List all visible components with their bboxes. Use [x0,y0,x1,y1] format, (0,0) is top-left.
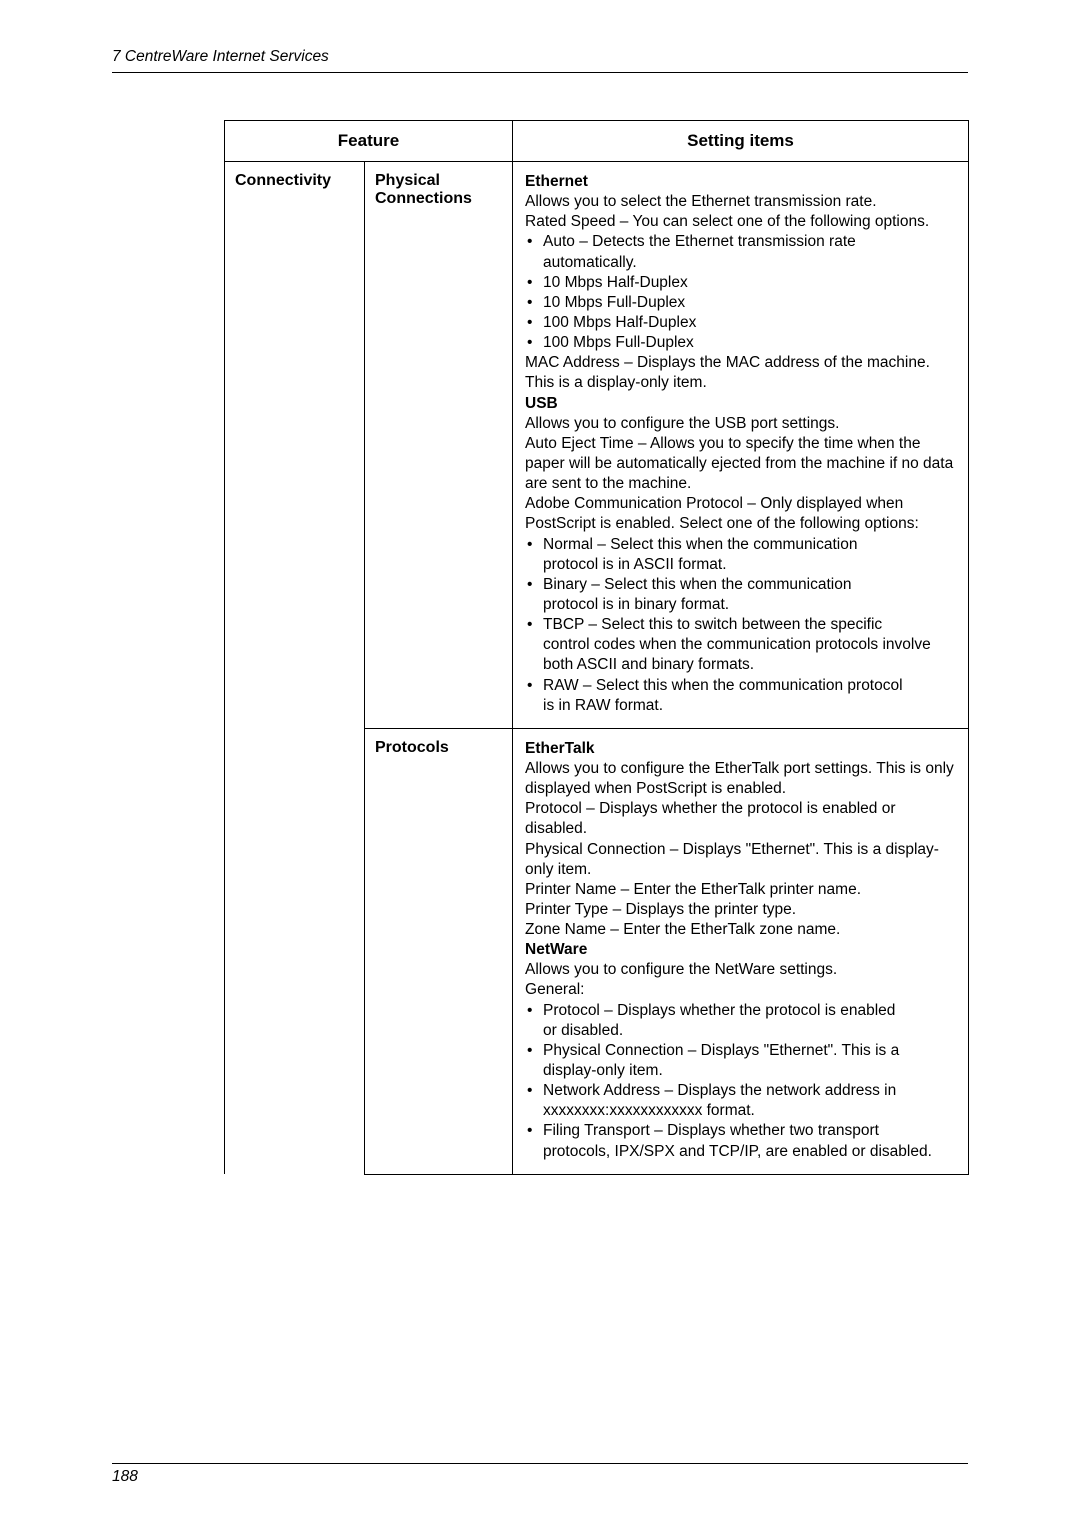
usb-options-list: Normal – Select this when the communicat… [525,535,956,716]
list-item: 100 Mbps Full-Duplex [525,333,956,353]
text: Zone Name – Enter the EtherTalk zone nam… [525,920,956,940]
list-item: Normal – Select this when the communicat… [525,535,956,575]
text: protocol is in ASCII format. [543,555,956,575]
page-footer: 188 [112,1463,968,1486]
list-item: Auto – Detects the Ethernet transmission… [525,232,956,272]
usb-heading: USB [525,394,956,414]
text: Physical Connection – Displays "Ethernet… [543,1042,899,1059]
cell-connectivity: Connectivity [225,162,365,1175]
list-item: TBCP – Select this to switch between the… [525,615,956,675]
text: General: [525,980,956,1000]
text: protocol is in binary format. [543,595,956,615]
text: control codes when the communication pro… [543,635,956,675]
text: Allows you to configure the NetWare sett… [525,960,956,980]
table-row: Connectivity Physical Connections Ethern… [225,162,969,729]
text: MAC Address – Displays the MAC address o… [525,353,956,393]
text: Adobe Communication Protocol – Only disp… [525,494,956,534]
th-feature: Feature [225,121,513,162]
list-item: Physical Connection – Displays "Ethernet… [525,1041,956,1081]
list-item: Binary – Select this when the communicat… [525,575,956,615]
ethertalk-heading: EtherTalk [525,739,956,759]
footer-rule [112,1463,968,1464]
list-item: Protocol – Displays whether the protocol… [525,1001,956,1041]
text: protocols, IPX/SPX and TCP/IP, are enabl… [543,1142,956,1162]
list-item: 10 Mbps Full-Duplex [525,293,956,313]
cell-protocols-settings: EtherTalk Allows you to configure the Et… [513,728,969,1174]
list-item: RAW – Select this when the communication… [525,676,956,716]
table-header-row: Feature Setting items [225,121,969,162]
text: Allows you to configure the EtherTalk po… [525,759,956,799]
cell-physical-settings: Ethernet Allows you to select the Ethern… [513,162,969,729]
text: is in RAW format. [543,696,956,716]
cell-physical-connections: Physical Connections [365,162,513,729]
settings-table-wrap: Feature Setting items Connectivity Physi… [224,120,968,1175]
text: or disabled. [543,1021,956,1041]
text: Allows you to configure the USB port set… [525,414,956,434]
list-item: Filing Transport – Displays whether two … [525,1121,956,1161]
ethernet-options-list: Auto – Detects the Ethernet transmission… [525,232,956,353]
text: Auto Eject Time – Allows you to specify … [525,434,956,494]
label-physical: Physical Connections [375,172,472,207]
text: Auto – Detects the Ethernet transmission… [543,233,856,250]
list-item: 10 Mbps Half-Duplex [525,273,956,293]
list-item: Network Address – Displays the network a… [525,1081,956,1121]
text: Filing Transport – Displays whether two … [543,1122,879,1139]
text: TBCP – Select this to switch between the… [543,616,882,633]
text: xxxxxxxx:xxxxxxxxxxxx format. [543,1101,956,1121]
text: Network Address – Displays the network a… [543,1082,896,1099]
netware-heading: NetWare [525,940,956,960]
text: Printer Name – Enter the EtherTalk print… [525,880,956,900]
text: Protocol – Displays whether the protocol… [543,1002,895,1019]
page-header: 7 CentreWare Internet Services [112,48,968,73]
text: Protocol – Displays whether the protocol… [525,799,956,839]
text: Printer Type – Displays the printer type… [525,900,956,920]
text: Allows you to select the Ethernet transm… [525,192,956,212]
netware-options-list: Protocol – Displays whether the protocol… [525,1001,956,1162]
settings-table: Feature Setting items Connectivity Physi… [224,120,969,1175]
text: Normal – Select this when the communicat… [543,536,857,553]
header-title: 7 CentreWare Internet Services [112,48,968,72]
ethernet-heading: Ethernet [525,172,956,192]
text: display-only item. [543,1061,956,1081]
text: automatically. [543,253,956,273]
cell-protocols: Protocols [365,728,513,1174]
page-number: 188 [112,1468,968,1486]
header-rule [112,72,968,73]
text: Binary – Select this when the communicat… [543,576,851,593]
text: RAW – Select this when the communication… [543,677,903,694]
th-setting: Setting items [513,121,969,162]
text: Physical Connection – Displays "Ethernet… [525,840,956,880]
list-item: 100 Mbps Half-Duplex [525,313,956,333]
text: Rated Speed – You can select one of the … [525,212,956,232]
